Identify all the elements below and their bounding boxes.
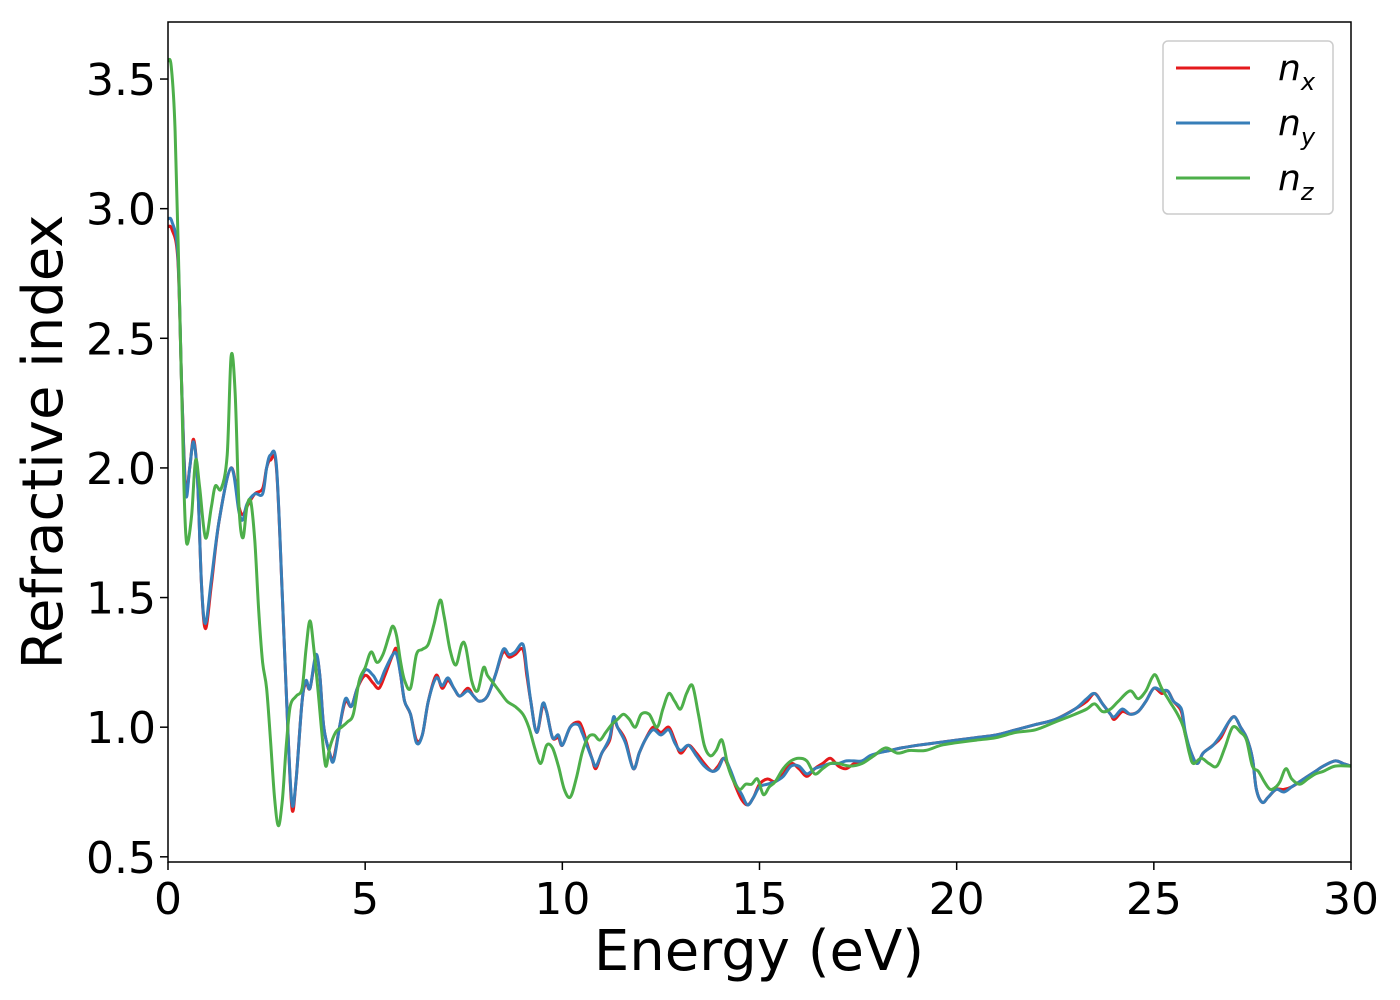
x-tick-label: 25 bbox=[1126, 874, 1182, 925]
y-tick-label: 1.5 bbox=[86, 574, 156, 625]
y-tick-label: 2.0 bbox=[86, 444, 156, 495]
y-tick-label: 2.5 bbox=[86, 314, 156, 365]
y-tick-label: 3.5 bbox=[86, 55, 156, 106]
y-axis-title: Refractive index bbox=[11, 215, 76, 670]
legend-subscript: y bbox=[1300, 123, 1316, 151]
x-tick-label: 0 bbox=[154, 874, 182, 925]
legend-subscript: x bbox=[1300, 68, 1316, 96]
x-axis: 0 5 10 15 20 25 30 bbox=[154, 862, 1379, 925]
legend-box bbox=[1162, 40, 1334, 215]
x-tick-label: 5 bbox=[351, 874, 379, 925]
series-layer bbox=[168, 57, 1351, 828]
y-tick-label: 3.0 bbox=[86, 185, 156, 236]
y-tick-label: 0.5 bbox=[86, 833, 156, 884]
x-tick-label: 10 bbox=[534, 874, 590, 925]
x-tick-label: 20 bbox=[929, 874, 985, 925]
x-axis-title: Energy (eV) bbox=[594, 919, 924, 984]
plot-area bbox=[168, 22, 1351, 862]
legend-subscript: z bbox=[1300, 178, 1315, 206]
x-tick-label: 15 bbox=[732, 874, 788, 925]
series-line-nz bbox=[168, 57, 1351, 828]
y-axis: 0.5 1.0 1.5 2.0 2.5 3.0 3.5 bbox=[86, 55, 168, 884]
x-tick-label: 30 bbox=[1323, 874, 1379, 925]
series-line-ny bbox=[168, 216, 1351, 808]
y-tick-label: 1.0 bbox=[86, 703, 156, 754]
